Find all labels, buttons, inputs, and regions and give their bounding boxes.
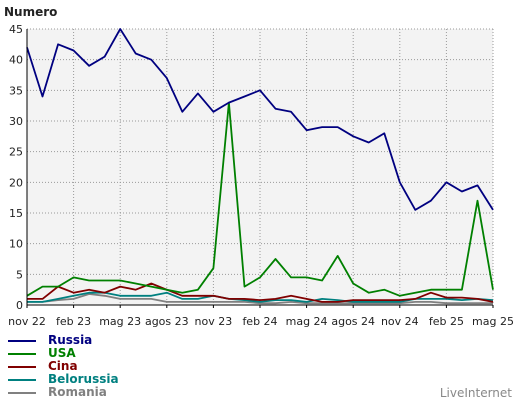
series-line-romania [27,293,493,305]
y-axis: 0 5 10 15 20 25 30 35 40 45 [9,23,23,312]
y-tick-label: 0 [16,299,23,312]
x-tick-label: feb 24 [242,315,277,328]
legend-swatch [8,391,36,394]
x-tick-label: mag 25 [472,315,514,328]
legend-label: Russia [48,333,93,347]
y-axis-title: Numero [4,5,57,19]
legend-swatch [8,378,36,381]
legend-swatch [8,365,36,368]
legend-label: Belorussia [48,372,119,386]
legend-label: USA [48,346,76,360]
y-tick-label: 5 [16,268,23,281]
legend-item-usa: USA [8,347,119,360]
grid [27,28,494,305]
x-tick-label: feb 25 [429,315,464,328]
legend-item-russia: Russia [8,334,119,347]
x-tick-label: agos 23 [145,315,189,328]
y-tick-label: 15 [9,207,23,220]
x-tick-label: mag 24 [286,315,328,328]
y-tick-label: 45 [9,23,23,36]
x-axis: nov 22 feb 23 mag 23 agos 23 nov 23 feb 24 mag… [8,305,514,328]
legend-label: Cina [48,359,78,373]
y-tick-label: 20 [9,176,23,189]
series-line-russia [26,28,494,211]
y-tick-label: 40 [9,54,23,67]
legend: Russia USA Cina Belorussia Romania [8,334,119,399]
x-tick-label: feb 23 [56,315,91,328]
y-tick-label: 35 [9,84,23,97]
y-tick-label: 30 [9,115,23,128]
y-tick-label: 10 [9,238,23,251]
line-chart: Numero 0 5 10 15 20 25 30 35 40 45 nov 22 feb 23 ma… [4,5,514,328]
legend-item-romania: Romania [8,386,119,399]
x-tick-label: mag 23 [99,315,141,328]
series-line-usa [26,101,494,297]
x-tick-label: nov 23 [195,315,233,328]
legend-item-cina: Cina [8,360,119,373]
legend-label: Romania [48,385,107,399]
series-line-cina [27,282,494,303]
legend-swatch [8,352,36,355]
x-tick-label: agos 24 [331,315,375,328]
series-group [26,28,494,305]
liveinternet-brand: LiveInternet [439,386,512,400]
y-tick-label: 25 [9,146,23,159]
x-tick-label: nov 24 [381,315,419,328]
x-tick-label: nov 22 [8,315,46,328]
legend-swatch [8,339,36,342]
legend-item-belorussia: Belorussia [8,373,119,386]
